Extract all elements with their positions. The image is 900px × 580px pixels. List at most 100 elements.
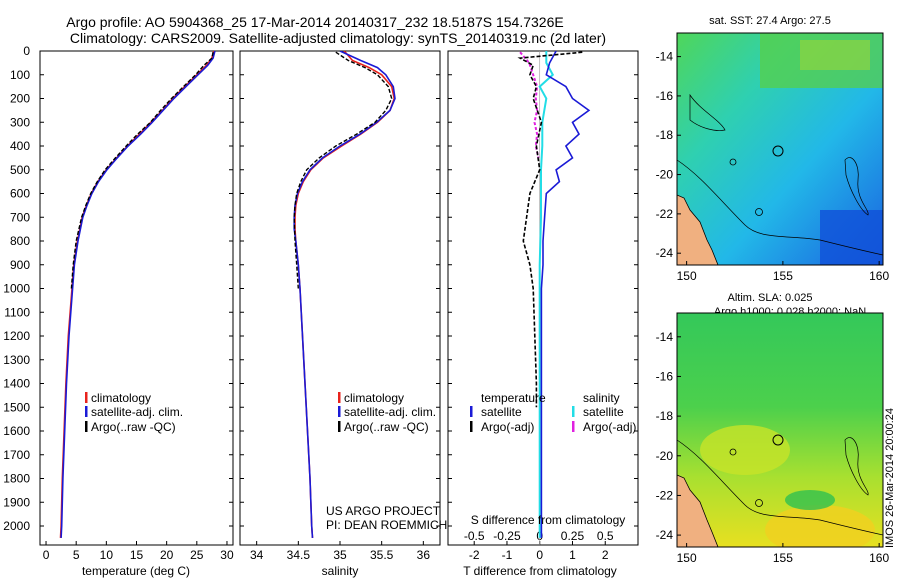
sla-map-frame <box>676 312 884 548</box>
depth-axis-ticks: 0 100 200 300 400 500 600 700 800 900 1000 1100 1200… <box>3 44 638 533</box>
t-difference-x-axis: -2 -1 0 1 2 <box>469 541 609 562</box>
figure-title-line2: Climatology: CARS2009. Satellite-adjuste… <box>70 30 606 46</box>
legend-swatch-argo <box>85 421 88 432</box>
sst-map <box>677 33 883 265</box>
sla-high-patch <box>765 505 875 547</box>
map-y-tick-label: -14 <box>656 330 674 344</box>
s-difference-x-tick-label: -0.25 <box>493 529 521 543</box>
depth-tick-label: 300 <box>10 115 30 129</box>
t-difference-x-tick-label: 0 <box>536 548 543 562</box>
t-difference-xlabel: T difference from climatology <box>463 564 617 578</box>
legend-label-temp-satellite: satellite <box>481 405 522 419</box>
depth-tick-label: 1100 <box>4 305 30 319</box>
sst-map-frame <box>676 32 884 266</box>
depth-tick-label: 100 <box>10 68 30 82</box>
legend-group-temperature: temperature <box>481 391 546 405</box>
map-x-tick-label: 160 <box>869 269 889 283</box>
temperature-x-tick-label: 15 <box>130 548 144 562</box>
depth-tick-label: 600 <box>10 187 30 201</box>
depth-tick-label: 200 <box>10 92 30 106</box>
map-y-tick-label: -20 <box>656 449 674 463</box>
bathymetry-contour <box>677 439 883 536</box>
map-y-tick-label: -20 <box>656 168 674 182</box>
sst-cool-patch <box>820 210 883 265</box>
temperature-x-tick-label: 10 <box>100 548 114 562</box>
project-note-line2: PI: DEAN ROEMMICH <box>326 518 447 532</box>
salinity-xlabel: salinity <box>322 564 359 578</box>
legend-label-climatology: climatology <box>91 391 151 405</box>
legend-swatch-temp-satellite <box>470 406 473 417</box>
difference-legend: temperature satellite Argo(-adj) salinit… <box>470 391 636 434</box>
argo-position-marker <box>772 145 784 157</box>
salinity-series <box>293 51 396 538</box>
series-line-salinity-satellite <box>538 51 555 538</box>
map-y-tick-label: -22 <box>656 488 674 502</box>
sla-map-axes: 150 155 160 -14 -16 -18 -20 -22 -24 <box>656 330 890 565</box>
s-difference-x-tick-label: -0.5 <box>464 529 485 543</box>
series-line-temperature-argo-adj- <box>517 51 583 408</box>
coastline-land <box>677 194 719 265</box>
legend-swatch-satellite <box>338 406 341 417</box>
argo-position-marker <box>772 434 784 446</box>
legend-label-argo: Argo(..raw -QC) <box>91 420 176 434</box>
legend-swatch-climatology <box>338 392 341 403</box>
map-y-tick-label: -16 <box>656 369 674 383</box>
s-difference-x-tick-label: 0.5 <box>597 529 614 543</box>
sst-warm-patch <box>800 40 870 70</box>
legend-label-temp-argo: Argo(-adj) <box>481 420 534 434</box>
map-y-tick-label: -18 <box>656 128 674 142</box>
temperature-xlabel: temperature (deg C) <box>82 564 190 578</box>
depth-tick-label: 700 <box>10 210 30 224</box>
salinity-x-tick-label: 34.5 <box>287 548 311 562</box>
depth-tick-label: 2000 <box>3 519 30 533</box>
legend-label-sal-satellite: satellite <box>583 405 624 419</box>
temperature-x-tick-label: 0 <box>43 548 50 562</box>
island-marker <box>755 499 763 507</box>
legend-label-argo: Argo(..raw -QC) <box>344 420 429 434</box>
sla-map-title: Altim. SLA: 0.025 <box>728 292 813 304</box>
legend-group-salinity: salinity <box>583 391 620 405</box>
t-difference-x-tick-label: 1 <box>569 548 576 562</box>
temperature-x-tick-label: 25 <box>190 548 204 562</box>
series-line-satellite-adj-clim- <box>293 51 396 538</box>
depth-tick-label: 1600 <box>3 424 30 438</box>
depth-tick-label: 500 <box>10 163 30 177</box>
reef-outline <box>844 437 869 496</box>
sla-map <box>677 313 883 547</box>
island-marker <box>729 448 737 456</box>
map-y-tick-label: -18 <box>656 409 674 423</box>
legend-swatch-temp-argo <box>470 421 473 432</box>
difference-series <box>517 51 591 545</box>
temperature-x-tick-label: 30 <box>220 548 234 562</box>
legend-label-satellite: satellite-adj. clim. <box>91 405 183 419</box>
temperature-legend: climatology satellite-adj. clim. Argo(..… <box>85 391 183 434</box>
temperature-x-tick-label: 20 <box>160 548 174 562</box>
s-difference-xlabel: S difference from climatology <box>471 513 626 527</box>
map-x-tick-label: 150 <box>677 551 697 565</box>
t-difference-x-tick-label: -2 <box>469 548 480 562</box>
depth-tick-label: 1700 <box>3 448 30 462</box>
legend-swatch-satellite <box>85 406 88 417</box>
sst-map-axes: 150 155 160 -14 -16 -18 -20 -22 -24 <box>656 50 890 283</box>
salinity-x-tick-label: 36 <box>417 548 431 562</box>
map-x-tick-label: 155 <box>773 551 793 565</box>
legend-swatch-sal-argo <box>572 421 575 432</box>
bathymetry-contour <box>677 159 883 256</box>
difference-panel-frame <box>447 50 639 546</box>
salinity-x-axis: 34 34.5 35 35.5 36 <box>250 541 430 562</box>
series-line-satellite-adj-clim- <box>60 51 216 538</box>
map-x-tick-label: 160 <box>869 551 889 565</box>
project-note-line1: US ARGO PROJECT <box>326 504 441 518</box>
salinity-legend: climatology satellite-adj. clim. Argo(..… <box>338 391 436 434</box>
sla-field <box>677 313 883 547</box>
map-y-tick-label: -22 <box>656 207 674 221</box>
depth-tick-label: 900 <box>10 258 30 272</box>
depth-tick-label: 1000 <box>3 282 30 296</box>
legend-label-climatology: climatology <box>344 391 404 405</box>
sla-low-patch <box>785 490 835 510</box>
series-line-argo-raw-qc- <box>293 51 393 289</box>
legend-swatch-sal-satellite <box>572 406 575 417</box>
s-difference-x-tick-label: 0.25 <box>561 529 585 543</box>
reef-outline <box>844 157 869 216</box>
